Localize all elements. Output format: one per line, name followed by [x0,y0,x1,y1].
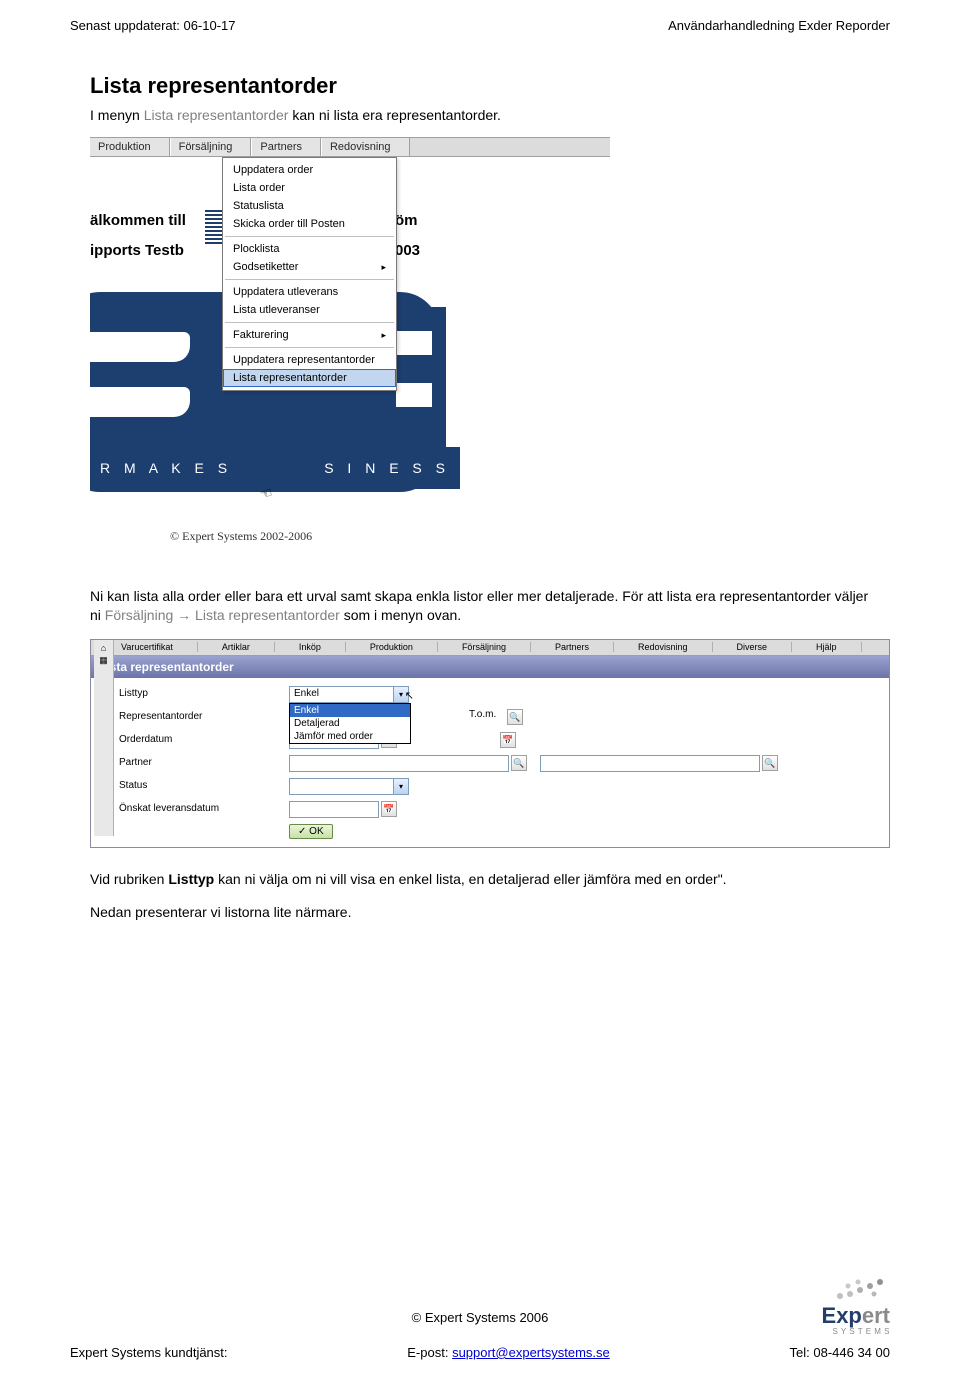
band-right: S I N E S S [324,460,450,476]
ok-label: OK [309,826,323,837]
support-email-link[interactable]: support@expertsystems.se [452,1345,610,1360]
background-band: R M A K E S S I N E S S [90,447,460,489]
listtyp-selected: Enkel [294,688,319,699]
option-jamfor[interactable]: Jämför med order [290,730,410,743]
paragraph-3: Vid rubriken Listtyp kan ni välja om ni … [90,870,870,889]
list-form-body: ⌂ ▦ Listtyp Enkel▾ ↖ Enkel Detaljerad Jä… [91,678,889,847]
welcome-fragment-right: öm [395,212,418,229]
test-fragment-right: 003 [395,242,420,259]
page-footer: Expert S Y S T E M S © Expert Systems 20… [0,1310,960,1380]
search-icon[interactable]: 🔍 [511,755,527,771]
calendar-icon[interactable]: 📅 [381,801,397,817]
option-detaljerad[interactable]: Detaljerad [290,717,410,730]
partner-input[interactable] [289,755,509,772]
band-left: R M A K E S [100,460,232,476]
label-listtyp: Listtyp [119,686,289,703]
option-enkel[interactable]: Enkel [290,704,410,717]
tab-redovisning[interactable]: Redovisning [321,138,410,156]
tab-produktion[interactable]: Produktion [90,138,170,156]
menu-separator [225,347,394,348]
para2-menu-path: Försäljning → Lista representantorder [105,607,340,623]
updated-date: Senast uppdaterat: 06-10-17 [70,18,236,33]
menu-uppdatera-utleverans[interactable]: Uppdatera utleverans [223,283,396,301]
partner-input-2[interactable] [540,755,760,772]
para3-bold: Listtyp [168,871,214,887]
welcome-fragment-left: älkommen till [90,212,186,229]
tab-hjalp[interactable]: Hjälp [792,642,862,652]
logo-text: Expert [822,1303,890,1329]
search-icon[interactable]: 🔍 [762,755,778,771]
logo-dots-icon [830,1276,890,1302]
tab-partners2[interactable]: Partners [531,642,614,652]
listtyp-select[interactable]: Enkel▾ ↖ Enkel Detaljerad Jämför med ord… [289,686,409,703]
side-icon-bar: ⌂ ▦ [94,640,114,836]
tab-forsaljning2[interactable]: Försäljning [438,642,531,652]
menu-godsetiketter[interactable]: Godsetiketter [223,258,396,276]
tab-inkop[interactable]: Inköp [275,642,346,652]
test-fragment-left: ipports Testb [90,242,184,259]
footer-right: Tel: 08-446 34 00 [790,1345,890,1360]
cursor-pointer-icon: ↖ [405,689,414,702]
label-representantorder: Representantorder [119,709,289,726]
label-tom: T.o.m. [469,709,496,720]
menu-uppdatera-representantorder[interactable]: Uppdatera representantorder [223,351,396,369]
tab-diverse[interactable]: Diverse [713,642,793,652]
striped-decoration [205,210,223,244]
tab-redovisning2[interactable]: Redovisning [614,642,713,652]
label-partner: Partner [119,755,289,772]
onskat-input[interactable] [289,801,379,818]
home-icon[interactable]: ⌂ [101,643,106,653]
intro-prefix: I menyn [90,107,144,123]
menu-skicka-order[interactable]: Skicka order till Posten [223,215,396,233]
menu-lista-representantorder[interactable]: Lista representantorder [223,369,396,387]
menu-separator [225,322,394,323]
tab-partners[interactable]: Partners [251,138,321,156]
grid-icon[interactable]: ▦ [99,655,108,666]
label-orderdatum: Orderdatum [119,732,289,749]
section-heading: Lista representantorder [90,73,870,99]
intro-suffix: kan ni lista era representantorder. [288,107,500,123]
paragraph-2: Ni kan lista alla order eller bara ett u… [90,587,870,625]
menu-tab-bar: Produktion Försäljning Partners Redovisn… [90,137,610,157]
doc-title: Användarhandledning Exder Reporder [668,18,890,33]
status-select[interactable]: ▾ [289,778,409,795]
para3-prefix: Vid rubriken [90,871,168,887]
list-screenshot: Varucertifikat Artiklar Inköp Produktion… [90,639,890,848]
tab-forsaljning[interactable]: Försäljning [170,138,252,156]
calendar-icon[interactable]: 📅 [500,732,516,748]
label-status: Status [119,778,289,795]
footer-mid: E-post: support@expertsystems.se [407,1345,610,1360]
paragraph-4: Nedan presenterar vi listorna lite närma… [90,903,870,922]
menu-uppdatera-order[interactable]: Uppdatera order [223,161,396,179]
footer-logo: Expert S Y S T E M S [822,1276,890,1336]
menu-plocklista[interactable]: Plocklista [223,240,396,258]
menu-lista-order[interactable]: Lista order [223,179,396,197]
menu-fakturering[interactable]: Fakturering [223,326,396,344]
menu-separator [225,279,394,280]
tab-artiklar[interactable]: Artiklar [198,642,275,652]
intro-menu-name: Lista representantorder [144,107,289,123]
menu-lista-utleveranser[interactable]: Lista utleveranser [223,301,396,319]
ok-button[interactable]: ✓ OK [289,824,333,839]
forsaljning-dropdown: Uppdatera order Lista order Statuslista … [222,157,397,391]
para2-part2: som i menyn ovan. [340,607,461,623]
search-icon[interactable]: 🔍 [507,709,523,725]
intro-paragraph: I menyn Lista representantorder kan ni l… [90,107,870,123]
para3-rest: kan ni välja om ni vill visa en enkel li… [214,871,726,887]
menu-screenshot: Produktion Försäljning Partners Redovisn… [90,137,610,567]
menu-statuslista[interactable]: Statuslista [223,197,396,215]
footer-copyright: © Expert Systems 2006 [70,1310,890,1325]
background-logo-right [396,307,446,457]
footer-left: Expert Systems kundtjänst: [70,1345,228,1360]
listtyp-options: Enkel Detaljerad Jämför med order [289,703,411,744]
list-tab-bar: Varucertifikat Artiklar Inköp Produktion… [91,640,889,656]
screenshot-copyright: © Expert Systems 2002-2006 [170,529,312,544]
label-onskat: Önskat leveransdatum [119,801,289,818]
list-title-bar: Lista representantorder [91,656,889,678]
tab-produktion[interactable]: Produktion [346,642,438,652]
menu-separator [225,236,394,237]
